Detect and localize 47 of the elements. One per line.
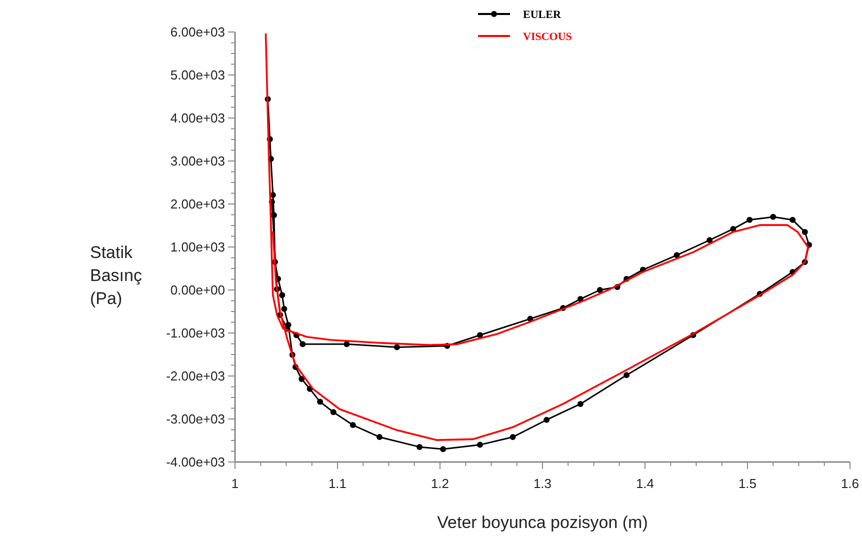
x-tick-label: 1.4 (636, 476, 654, 491)
point (298, 376, 305, 382)
point (476, 332, 483, 338)
point (376, 434, 383, 440)
point (350, 422, 356, 428)
point (344, 341, 350, 348)
y-tick-label: 6.00e+03 (170, 24, 225, 40)
y-tick-label: 4.00e+03 (170, 110, 225, 126)
point (440, 446, 446, 452)
x-tick-label: 1.3 (533, 476, 552, 491)
y-tick-label: 3.00e+03 (170, 154, 225, 168)
legend-label: VISCOUS (523, 31, 572, 43)
y-tick-label: 2.00e+03 (170, 196, 225, 212)
y-tick-label: -3.00e+03 (166, 412, 225, 426)
y-axis-title: Statik Basınç (Pa) (90, 243, 142, 308)
point (317, 398, 324, 405)
point (577, 400, 584, 407)
y-tick-label: -1.00e+03 (166, 326, 225, 340)
point (510, 434, 516, 440)
point (674, 252, 680, 258)
point (746, 216, 753, 223)
point (330, 409, 336, 416)
y-tick-label: 1.00e+03 (170, 240, 225, 254)
point (300, 341, 306, 348)
x-tick-label: 1.2 (430, 476, 450, 491)
y-tick-label: 0.00e+00 (170, 282, 225, 298)
y-tick-label: 5.00e+03 (170, 68, 225, 82)
x-tick-label: 1.1 (328, 476, 347, 491)
x-axis-title: Veter boyunca pozisyon (m) (437, 513, 648, 532)
point (790, 216, 796, 223)
point (596, 287, 603, 293)
point (416, 444, 422, 450)
point (706, 237, 713, 244)
point (476, 442, 483, 448)
point (281, 306, 288, 312)
y-tick-label: -4.00e+03 (166, 454, 225, 470)
point (802, 228, 808, 235)
point (544, 416, 550, 423)
x-tick-label: 1.6 (840, 476, 860, 491)
x-tick-label: 1.5 (738, 476, 757, 491)
point (624, 372, 630, 378)
legend-label: EULER (523, 9, 562, 21)
y-tick-label: -2.00e+03 (166, 368, 225, 384)
point (394, 344, 400, 350)
point (770, 214, 776, 220)
x-tick-label: 1 (231, 476, 239, 491)
point (279, 292, 286, 298)
